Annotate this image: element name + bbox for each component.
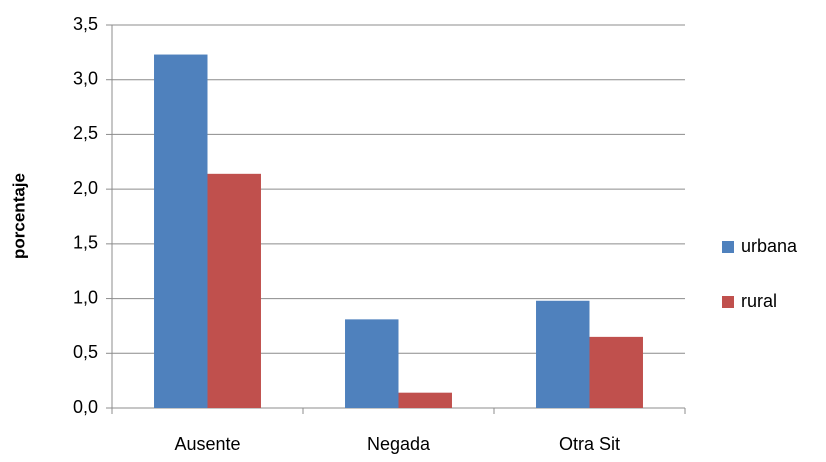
legend-label: rural: [741, 291, 777, 311]
y-tick-label: 1,5: [73, 233, 98, 253]
y-axis-label: porcentaje: [9, 173, 28, 259]
bar: [345, 319, 399, 408]
y-tick-label: 0,5: [73, 342, 98, 362]
y-tick-label: 3,5: [73, 14, 98, 34]
legend-swatch: [722, 241, 734, 253]
bar: [398, 392, 452, 408]
legend-label: urbana: [741, 236, 798, 256]
x-tick-label: Negada: [367, 434, 431, 454]
y-tick-label: 2,0: [73, 178, 98, 198]
y-tick-label: 0,0: [73, 397, 98, 417]
y-tick-label: 2,5: [73, 123, 98, 143]
bar: [207, 173, 261, 408]
x-tick-label: Otra Sit: [559, 434, 620, 454]
legend-swatch: [722, 296, 734, 308]
y-tick-label: 3,0: [73, 68, 98, 88]
y-tick-label: 1,0: [73, 287, 98, 307]
bar: [536, 300, 590, 408]
bar: [154, 54, 208, 408]
x-tick-label: Ausente: [174, 434, 240, 454]
bar: [589, 336, 643, 408]
